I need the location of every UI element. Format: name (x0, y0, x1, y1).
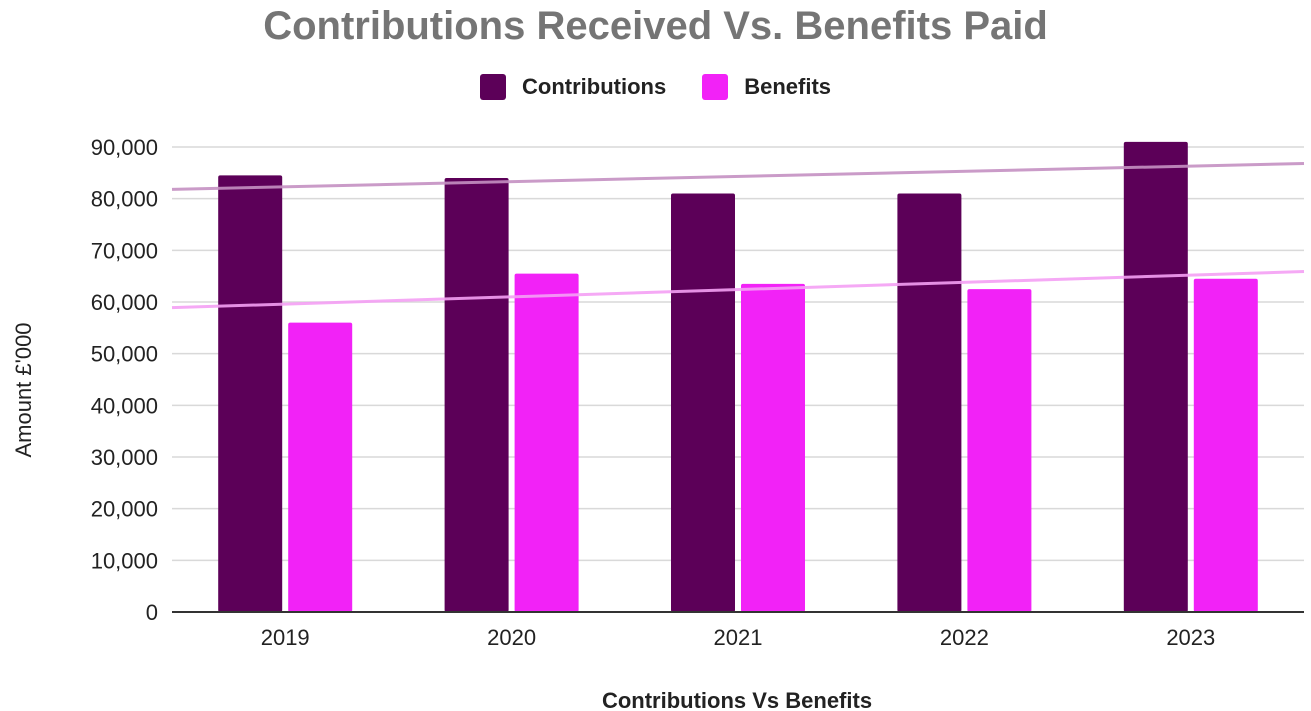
bar-benefits-2020 (514, 273, 579, 612)
x-tick-label: 2019 (261, 625, 310, 650)
bar-contributions-2023 (1123, 141, 1188, 613)
bar-benefits-2019 (288, 322, 353, 612)
bar-contributions-2019 (218, 175, 283, 612)
legend-item-contributions: Contributions (480, 74, 666, 100)
x-axis-title: Contributions Vs Benefits (602, 688, 872, 711)
bar-benefits-2023 (1193, 278, 1258, 612)
y-tick-label: 60,000 (91, 290, 158, 315)
legend-label-contributions: Contributions (522, 74, 667, 99)
trendline-benefits (171, 270, 1305, 310)
bar-contributions-2022 (897, 193, 962, 612)
chart-title: Contributions Received Vs. Benefits Paid (263, 4, 1048, 48)
trendlines (171, 162, 1305, 310)
y-tick-label: 70,000 (91, 238, 158, 263)
legend-swatch-contributions (480, 74, 506, 100)
x-tick-label: 2020 (487, 625, 536, 650)
legend-item-benefits: Benefits (702, 74, 831, 100)
y-tick-label: 80,000 (91, 187, 158, 212)
y-tick-label: 40,000 (91, 393, 158, 418)
y-tick-label: 20,000 (91, 497, 158, 522)
bar-benefits-2022 (967, 289, 1032, 612)
y-tick-label: 90,000 (91, 135, 158, 160)
x-tick-label: 2022 (940, 625, 989, 650)
x-tick-label: 2023 (1166, 625, 1215, 650)
axes: 0 10,000 20,000 30,000 40,000 50,000 60,000 70,… (91, 135, 1304, 650)
legend: Contributions Benefits (0, 74, 1311, 100)
x-tick-label: 2021 (714, 625, 763, 650)
y-tick-label: 0 (146, 600, 158, 625)
bar-contributions-2020 (444, 178, 509, 612)
y-tick-label: 10,000 (91, 548, 158, 573)
y-axis-title: Amount £'000 (11, 322, 36, 457)
bar-contributions-2021 (671, 193, 735, 612)
y-tick-label: 30,000 (91, 445, 158, 470)
y-tick-label: 50,000 (91, 342, 158, 367)
trendline-contributions (171, 162, 1305, 191)
legend-swatch-benefits (702, 74, 729, 100)
bar-benefits-2021 (741, 283, 805, 612)
legend-label-benefits: Benefits (744, 74, 831, 99)
bars (218, 141, 1258, 613)
